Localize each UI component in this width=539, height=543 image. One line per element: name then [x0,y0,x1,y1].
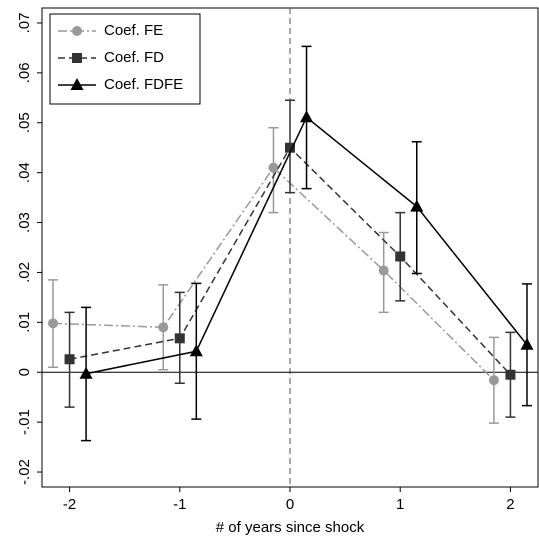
legend-label: Coef. FE [104,22,163,39]
marker [505,369,516,380]
y-tick-label: .04 [16,162,33,183]
x-tick-label: 1 [396,496,404,513]
marker [79,366,93,379]
marker [70,78,84,90]
marker [395,251,406,262]
x-tick-label: -1 [173,496,186,513]
y-tick-label: .02 [16,262,33,283]
marker [300,110,314,123]
y-tick-label: .05 [16,112,33,133]
marker [72,53,82,63]
marker [410,199,424,212]
y-tick-label: .03 [16,212,33,233]
marker [520,337,534,350]
marker [64,354,75,365]
marker [189,344,203,357]
marker [488,375,499,386]
y-tick-label: .01 [16,312,33,333]
y-tick-label: -.02 [16,459,33,485]
x-tick-label: -2 [63,496,76,513]
marker [72,26,82,36]
legend-label: Coef. FD [104,49,164,66]
y-tick-label: .07 [16,13,33,34]
x-tick-label: 0 [286,496,294,513]
marker [48,318,59,329]
y-tick-label: 0 [16,368,33,376]
marker [378,265,389,276]
marker [285,142,295,153]
y-tick-label: -.01 [16,409,33,435]
marker [158,322,169,333]
x-tick-label: 2 [506,496,514,513]
x-axis-title: # of years since shock [216,519,365,536]
marker [268,162,279,173]
legend-label: Coef. FDFE [104,76,183,93]
marker [174,333,185,344]
series-line [52,166,495,381]
y-tick-label: .06 [16,62,33,83]
